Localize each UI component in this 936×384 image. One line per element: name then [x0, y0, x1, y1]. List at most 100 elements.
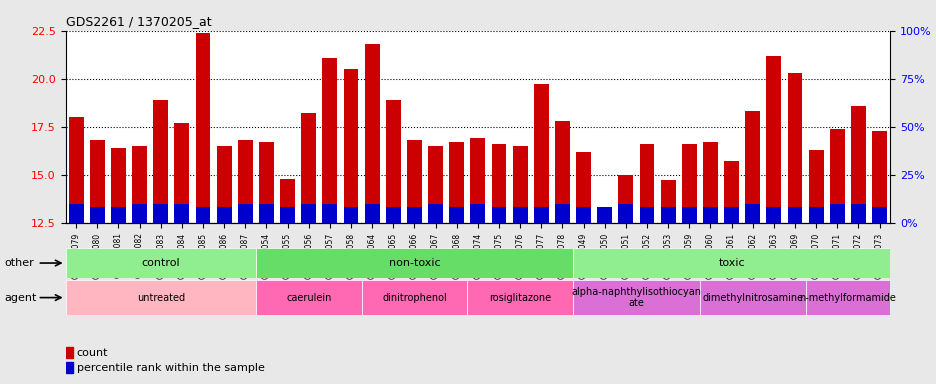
Bar	[238, 204, 253, 223]
Bar	[111, 207, 125, 223]
Text: toxic: toxic	[718, 258, 744, 268]
Bar	[596, 215, 611, 223]
Text: non-toxic: non-toxic	[388, 258, 440, 268]
Text: alpha-naphthylisothiocyan
ate: alpha-naphthylisothiocyan ate	[571, 287, 701, 308]
Bar	[364, 44, 379, 223]
FancyBboxPatch shape	[66, 280, 256, 315]
Text: rosiglitazone: rosiglitazone	[489, 293, 550, 303]
Bar	[196, 207, 211, 223]
Bar	[386, 100, 401, 223]
FancyBboxPatch shape	[573, 280, 699, 315]
Bar	[132, 204, 147, 223]
Bar	[766, 56, 781, 223]
Text: GDS2261 / 1370205_at: GDS2261 / 1370205_at	[66, 15, 211, 28]
Bar	[322, 58, 337, 223]
Bar	[470, 204, 485, 223]
Bar	[808, 150, 823, 223]
FancyBboxPatch shape	[256, 248, 573, 278]
Bar	[702, 142, 717, 223]
Bar	[724, 161, 739, 223]
Bar	[449, 142, 463, 223]
Bar	[512, 146, 527, 223]
Bar	[534, 207, 548, 223]
Bar	[491, 207, 505, 223]
Bar	[576, 207, 591, 223]
Bar	[322, 204, 337, 223]
Bar	[744, 111, 759, 223]
Bar	[491, 144, 505, 223]
Bar	[216, 146, 231, 223]
Bar	[174, 123, 189, 223]
Bar	[301, 113, 315, 223]
Bar	[681, 207, 696, 223]
Bar	[576, 152, 591, 223]
Text: dimethylnitrosamine: dimethylnitrosamine	[701, 293, 802, 303]
Bar	[68, 204, 83, 223]
Bar	[534, 84, 548, 223]
FancyBboxPatch shape	[699, 280, 805, 315]
Text: untreated: untreated	[137, 293, 184, 303]
FancyBboxPatch shape	[805, 280, 889, 315]
Bar	[66, 362, 73, 373]
Bar	[850, 106, 865, 223]
Bar	[596, 207, 611, 223]
Bar	[132, 146, 147, 223]
Text: dinitrophenol: dinitrophenol	[382, 293, 446, 303]
Bar	[660, 207, 675, 223]
Bar	[702, 207, 717, 223]
Bar	[681, 144, 696, 223]
Bar	[449, 207, 463, 223]
Bar	[512, 207, 527, 223]
Text: other: other	[5, 258, 35, 268]
Bar	[280, 207, 295, 223]
Bar	[258, 204, 273, 223]
Bar	[724, 207, 739, 223]
Bar	[639, 144, 653, 223]
Bar	[787, 73, 801, 223]
Bar	[787, 207, 801, 223]
Bar	[196, 33, 211, 223]
Bar	[871, 131, 886, 223]
Bar	[766, 207, 781, 223]
Bar	[850, 204, 865, 223]
Bar	[386, 207, 401, 223]
Bar	[258, 142, 273, 223]
FancyBboxPatch shape	[256, 280, 361, 315]
Bar	[406, 207, 421, 223]
Bar	[660, 180, 675, 223]
Bar	[68, 117, 83, 223]
Bar	[470, 138, 485, 223]
Bar	[428, 146, 443, 223]
Bar	[406, 140, 421, 223]
Bar	[829, 204, 843, 223]
Bar	[871, 207, 886, 223]
Bar	[344, 207, 358, 223]
Bar	[808, 207, 823, 223]
Bar	[618, 204, 633, 223]
Bar	[364, 204, 379, 223]
Bar	[216, 207, 231, 223]
Bar	[66, 347, 73, 358]
FancyBboxPatch shape	[361, 280, 467, 315]
FancyBboxPatch shape	[66, 248, 256, 278]
Bar	[829, 129, 843, 223]
Text: caerulein: caerulein	[285, 293, 331, 303]
FancyBboxPatch shape	[573, 248, 889, 278]
Text: n-methylformamide: n-methylformamide	[798, 293, 896, 303]
Bar	[554, 121, 569, 223]
Bar	[174, 204, 189, 223]
Bar	[301, 204, 315, 223]
Bar	[554, 204, 569, 223]
Text: agent: agent	[5, 293, 37, 303]
Bar	[111, 148, 125, 223]
Text: control: control	[141, 258, 180, 268]
FancyBboxPatch shape	[467, 280, 573, 315]
Bar	[90, 140, 105, 223]
Bar	[618, 175, 633, 223]
Bar	[428, 204, 443, 223]
Text: count: count	[77, 348, 109, 358]
Bar	[344, 69, 358, 223]
Bar	[238, 140, 253, 223]
Bar	[280, 179, 295, 223]
Bar	[154, 204, 168, 223]
